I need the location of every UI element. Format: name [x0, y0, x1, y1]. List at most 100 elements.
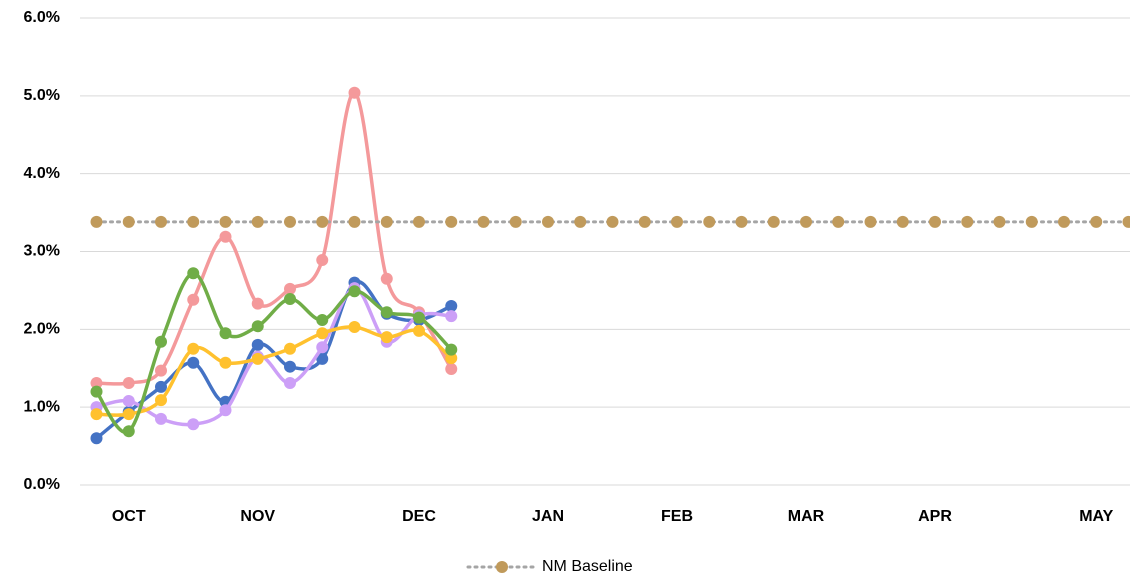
x-tick-label: JAN: [532, 508, 564, 525]
data-point: [284, 342, 296, 355]
y-tick-label: 1.0%: [24, 398, 60, 415]
legend-marker: [496, 561, 508, 573]
data-point: [122, 408, 135, 421]
data-point: [703, 215, 716, 228]
data-point: [864, 215, 877, 228]
data-point: [1090, 215, 1103, 228]
data-point: [1122, 215, 1130, 228]
data-point: [155, 394, 167, 407]
data-point: [993, 215, 1006, 228]
x-tick-label: DEC: [402, 508, 436, 525]
data-point: [90, 215, 103, 228]
y-tick-label: 3.0%: [24, 243, 60, 260]
data-point: [90, 432, 103, 445]
data-point: [316, 327, 329, 340]
data-point: [800, 215, 812, 228]
data-point: [122, 425, 135, 438]
x-tick-label: OCT: [112, 508, 146, 525]
data-point: [219, 404, 232, 417]
data-point: [413, 215, 425, 228]
data-point: [155, 412, 167, 425]
data-point: [187, 267, 200, 280]
x-tick-label: NOV: [240, 508, 275, 525]
data-point: [155, 335, 167, 348]
data-point: [284, 360, 296, 373]
data-point: [284, 377, 296, 390]
data-point: [929, 215, 941, 228]
data-point: [219, 230, 232, 243]
data-point: [187, 215, 200, 228]
data-point: [1025, 215, 1038, 228]
x-tick-label: MAY: [1079, 508, 1113, 525]
legend-item: NM Baseline: [466, 558, 633, 575]
data-point: [316, 352, 329, 365]
data-point: [1058, 215, 1070, 228]
data-point: [284, 282, 296, 295]
data-point: [187, 356, 200, 369]
data-point: [122, 394, 135, 407]
data-point: [638, 215, 651, 228]
data-point: [122, 377, 135, 390]
data-point: [445, 215, 458, 228]
data-point: [90, 385, 103, 398]
data-point: [348, 285, 361, 298]
data-point: [155, 364, 167, 377]
data-point: [284, 215, 296, 228]
data-point: [155, 380, 167, 393]
data-point: [316, 313, 329, 326]
data-point: [380, 306, 393, 319]
series-line: [94, 279, 453, 441]
series-line: [94, 90, 453, 386]
data-point: [284, 292, 296, 305]
data-point: [122, 215, 135, 228]
data-point: [542, 215, 554, 228]
data-point: [251, 297, 264, 310]
data-point: [735, 215, 748, 228]
x-tick-label: APR: [918, 508, 952, 525]
data-point: [445, 352, 458, 365]
data-point: [961, 215, 974, 228]
data-point: [445, 299, 458, 312]
data-point: [896, 215, 909, 228]
x-tick-label: FEB: [661, 508, 693, 525]
x-tick-label: MAR: [788, 508, 825, 525]
data-point: [251, 320, 264, 333]
data-point: [316, 215, 329, 228]
data-point: [90, 408, 103, 421]
data-point: [832, 215, 845, 228]
y-tick-label: 2.0%: [24, 321, 60, 338]
data-point: [348, 86, 361, 99]
data-point: [413, 311, 425, 324]
data-point: [251, 352, 264, 365]
data-point: [219, 215, 232, 228]
legend-label: NM Baseline: [542, 558, 633, 575]
data-point: [767, 215, 780, 228]
data-point: [380, 215, 393, 228]
data-point: [251, 338, 264, 351]
data-point: [477, 215, 490, 228]
data-point: [348, 215, 361, 228]
data-point: [445, 343, 458, 356]
data-point: [348, 320, 361, 333]
data-point: [606, 215, 619, 228]
data-point: [445, 310, 458, 323]
data-point: [445, 363, 458, 376]
y-tick-label: 5.0%: [24, 87, 60, 104]
data-point: [187, 342, 200, 355]
data-point: [187, 293, 200, 306]
data-point: [671, 215, 683, 228]
data-point: [90, 377, 103, 390]
data-point: [316, 341, 329, 354]
y-tick-label: 6.0%: [24, 9, 60, 26]
data-point: [380, 272, 393, 285]
data-point: [380, 331, 393, 344]
data-point: [413, 324, 425, 337]
data-point: [316, 254, 329, 267]
data-point: [219, 327, 232, 340]
data-point: [219, 356, 232, 369]
data-point: [509, 215, 522, 228]
data-point: [155, 215, 167, 228]
y-tick-label: 4.0%: [24, 165, 60, 182]
data-point: [574, 215, 587, 228]
